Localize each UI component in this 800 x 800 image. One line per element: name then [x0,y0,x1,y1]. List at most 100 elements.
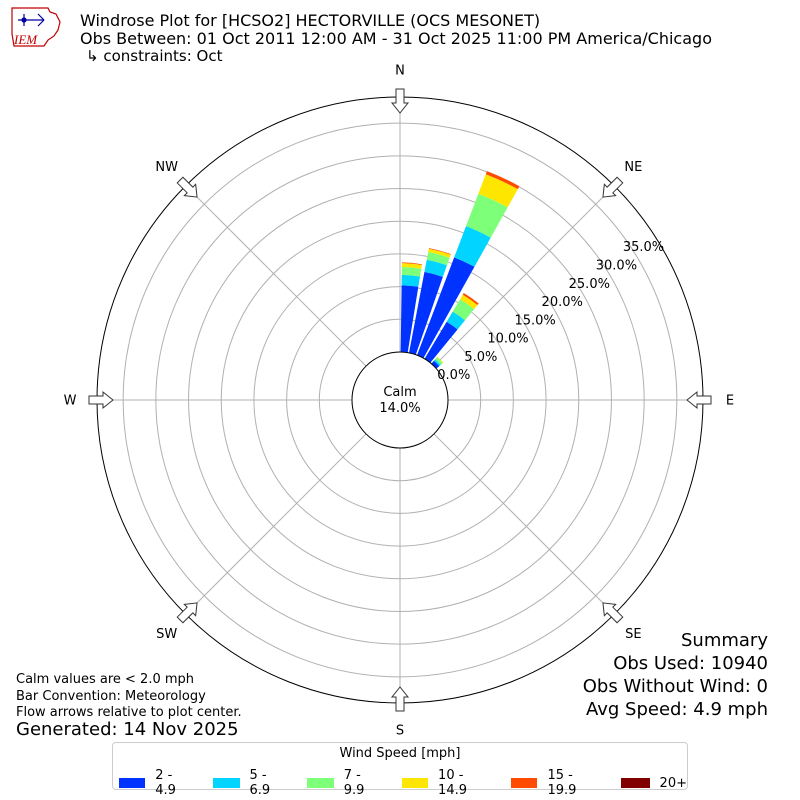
flow-arrow-icon [390,88,410,114]
legend-swatch [213,778,240,788]
calm-note: Calm values are < 2.0 mph [16,672,195,687]
windrose-bar-segment [485,171,520,190]
legend-item: 15 - 19.9 [511,768,600,798]
radial-tick-label: 10.0% [487,332,528,347]
grid-ring [318,318,482,482]
windrose-bar-segment [401,263,422,269]
radial-tick-label: 20.0% [542,295,583,310]
windrose-bar-segment [446,311,466,330]
legend-item: 2 - 4.9 [119,768,193,798]
windrose-bar-segment [428,248,451,258]
obs-used: Obs Used: 10940 [613,653,768,674]
legend-swatch [401,778,429,788]
grid-ring [188,188,612,612]
logo-text: IEM [13,32,38,47]
windrose-bars [351,171,520,449]
legend-swatch [620,778,650,788]
flow-arrow-icon [88,390,114,410]
obs-without-wind: Obs Without Wind: 0 [582,676,768,697]
legend: Wind Speed [mph] 2 - 4.9 5 - 6.9 7 - 9.9… [112,742,688,798]
compass-label: S [396,724,404,739]
calm-label: Calm [383,385,416,400]
radial-tick-label: 15.0% [514,313,555,328]
windrose-bar-segment [454,226,491,267]
avg-speed: Avg Speed: 4.9 mph [586,699,768,720]
grid-ring [155,155,645,645]
title-period: Obs Between: 01 Oct 2011 12:00 AM - 31 O… [80,29,712,48]
windrose-bar-segment [462,293,479,306]
summary-box: Summary Obs Used: 10940 Obs Without Wind… [583,629,768,721]
spoke-line [433,185,615,367]
radial-tick-label: 35.0% [623,240,664,255]
axis-labels: N NE E SE S SW W NW 0.0% 5.0% 10.0% 15.0% 20.0% 25.0%… [64,64,735,739]
legend-item: 5 - 6.9 [213,768,287,798]
compass-label: W [64,394,77,409]
legend-swatch [119,778,146,788]
plot-notes: Calm values are < 2.0 mph Bar Convention… [16,672,242,722]
flow-arrow-icon [686,390,712,410]
legend-label: 10 - 14.9 [438,768,467,798]
windrose-bar-segment [408,271,443,355]
grid-ring [122,122,678,678]
flow-arrows-note: Flow arrows relative to plot center. [16,705,242,720]
windrose-bar-segment [401,267,422,277]
generated-date: Generated: 14 Nov 2025 [16,719,239,740]
grid-ring [253,253,547,547]
windrose-bar-segment [436,356,444,364]
legend-item: 20+ [620,768,687,798]
windrose-bar-segment [424,321,458,363]
legend-label: 20+ [659,775,687,791]
legend-swatch [307,778,334,788]
spoke-line [433,433,615,615]
flow-arrows [88,88,712,712]
windrose-bar-segment [417,257,475,359]
flow-arrow-icon [390,686,410,712]
iem-logo: IEM [11,7,61,47]
windrose-bar-segment [401,262,422,265]
windrose-bar-segment [433,359,441,367]
radial-tick-label: 5.0% [464,350,497,365]
windrose-bar-segment [400,285,419,353]
radial-tick-label: 25.0% [569,277,610,292]
compass-label: E [726,394,734,409]
flow-arrow-icon [176,602,198,624]
compass-label: NE [624,160,642,175]
legend-items: 2 - 4.9 5 - 6.9 7 - 9.9 10 - 14.9 15 - 1… [119,768,687,798]
windrose-bar-segment [435,357,443,365]
flow-arrow-icon [602,176,624,198]
spoke-line [185,185,367,367]
windrose-bar-segment [478,174,518,208]
compass-label: SW [156,627,177,642]
calm-circle [351,351,449,449]
radial-tick-label: 0.0% [437,368,470,383]
bar-convention-note: Bar Convention: Meteorology [16,688,206,704]
legend-label: 5 - 6.9 [249,768,271,798]
title-station: Windrose Plot for [HCSO2] HECTORVILLE (O… [80,11,541,30]
windrose-bar-segment [466,193,508,238]
windrose-bar-segment [431,360,440,369]
compass-label: SE [625,627,641,642]
grid-ring [220,220,580,580]
windrose-bar-segment [401,274,421,287]
legend-label: 15 - 19.9 [547,768,577,798]
legend-item: 7 - 9.9 [307,768,381,798]
spoke-line [185,433,367,615]
compass-label: N [395,64,405,79]
compass-label: NW [155,160,178,175]
windrose-bar-segment [460,294,478,310]
flow-arrow-icon [176,176,198,198]
windrose-bar-segment [426,252,450,266]
legend-item: 10 - 14.9 [401,768,491,798]
summary-heading: Summary [681,630,768,651]
windrose-bar-segment [424,259,447,277]
legend-title: Wind Speed [mph] [339,746,461,761]
legend-swatch [511,778,538,788]
calm-value: 14.0% [379,401,420,416]
radial-tick-label: 30.0% [596,258,637,273]
title-constraints: ↳ constraints: Oct [86,47,223,65]
flow-arrow-icon [602,602,624,624]
legend-label: 7 - 9.9 [343,768,365,798]
windrose-bar-segment [428,248,451,255]
